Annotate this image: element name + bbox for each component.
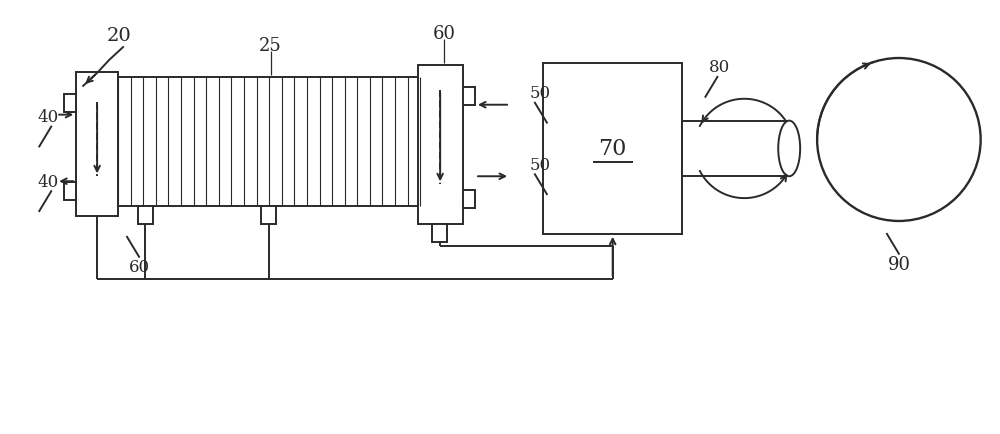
Text: 70: 70	[598, 138, 627, 160]
Bar	[76, 73, 118, 217]
Bar	[261, 207, 276, 224]
Bar	[463, 88, 475, 105]
Bar	[64, 183, 76, 201]
Text: 90: 90	[887, 255, 910, 273]
Text: 60: 60	[433, 25, 456, 43]
Text: 40: 40	[38, 109, 59, 126]
Bar	[543, 64, 682, 234]
Bar	[64, 95, 76, 112]
Text: 40: 40	[38, 173, 59, 190]
Text: 50: 50	[530, 85, 551, 102]
Text: 60: 60	[128, 259, 150, 276]
Text: 20: 20	[107, 27, 131, 45]
Ellipse shape	[778, 122, 800, 177]
Bar	[118, 78, 420, 207]
Bar	[418, 66, 463, 224]
Text: 80: 80	[709, 59, 730, 76]
Bar	[432, 224, 447, 242]
Bar	[138, 207, 153, 224]
Text: 25: 25	[259, 37, 282, 55]
Bar	[682, 122, 789, 177]
Text: 50: 50	[530, 157, 551, 174]
Bar	[463, 191, 475, 209]
